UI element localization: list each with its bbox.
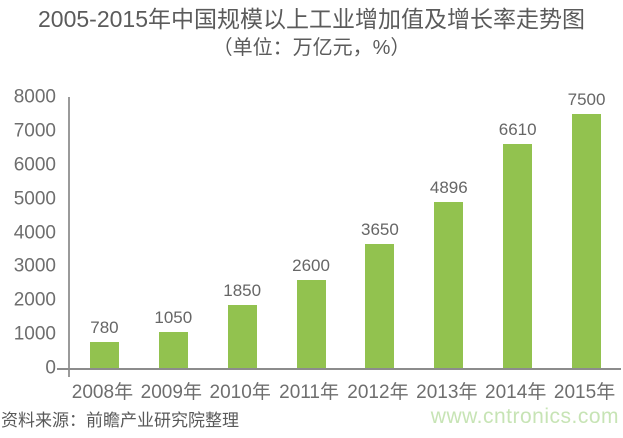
source-note: 资料来源：前瞻产业研究院整理	[1, 411, 239, 430]
bar-chart: 0 1000 2000 3000 4000 5000 6000 7000 8000 780 105…	[0, 88, 623, 403]
x-tick-label: 2014年	[485, 382, 547, 403]
x-tick-label: 2013年	[416, 382, 478, 403]
bar-value-label: 7500	[567, 89, 606, 109]
bar	[365, 244, 395, 368]
bar-value-label: 2600	[292, 255, 330, 275]
bar-slot: 6610	[483, 121, 552, 368]
bar-value-label: 1850	[223, 281, 262, 301]
y-tick-label: 6000	[13, 154, 56, 176]
x-tick-label: 2012年	[347, 382, 409, 403]
x-tick-label: 2008年	[71, 382, 134, 403]
x-tick-label: 2009年	[140, 382, 202, 403]
bar	[503, 144, 533, 368]
chart-subtitle: （单位：万亿元，%）	[212, 37, 411, 59]
y-tick-label: 8000	[13, 86, 56, 108]
bar-slot: 780	[70, 317, 139, 368]
chart-header: 2005-2015年中国规模以上工业增加值及增长率走势图 （单位：万亿元，%）	[0, 0, 623, 61]
bar-slot: 3650	[346, 221, 415, 368]
plot-area: 780 1050 1850 2600 3650 4896 6610 7500	[57, 90, 621, 377]
y-axis: 0 1000 2000 3000 4000 5000 6000 7000 8000	[0, 88, 56, 378]
bar-slot: 1850	[208, 282, 277, 368]
y-tick-label: 1000	[13, 323, 56, 345]
x-tick-label: 2011年	[279, 382, 339, 403]
bar-value-label: 1050	[154, 308, 193, 328]
y-tick-label: 5000	[13, 188, 56, 210]
bar	[434, 202, 464, 368]
bar	[296, 279, 326, 368]
x-tick-label: 2015年	[553, 382, 616, 403]
bar	[89, 341, 119, 368]
bar-slot: 1050	[139, 309, 208, 368]
bar-value-label: 4896	[429, 178, 468, 198]
chart-title: 2005-2015年中国规模以上工业增加值及增长率走势图	[38, 6, 585, 32]
x-axis-line	[57, 368, 70, 370]
y-tick-label: 7000	[13, 120, 56, 142]
bar	[227, 305, 257, 368]
y-tick-label: 4000	[13, 222, 56, 243]
y-tick-label: 0	[45, 357, 56, 379]
bar-value-label: 3650	[361, 220, 399, 240]
origin-tick	[68, 368, 70, 377]
watermark-link: www.cntronics.com	[430, 405, 619, 428]
y-tick-label: 2000	[13, 289, 56, 311]
bar-slot: 7500	[552, 89, 621, 368]
x-tick-label: 2010年	[209, 382, 271, 403]
bar	[572, 113, 602, 368]
bar-slot: 2600	[277, 255, 346, 368]
bar-slot: 4896	[414, 179, 483, 368]
bar-value-label: 6610	[498, 120, 537, 140]
y-tick-label: 3000	[13, 255, 56, 277]
bar	[158, 332, 188, 368]
x-axis-labels: 2008年 2009年 2010年 2011年 2012年 2013年 2014年 2015年	[68, 370, 619, 404]
bar-value-label: 780	[90, 317, 119, 337]
